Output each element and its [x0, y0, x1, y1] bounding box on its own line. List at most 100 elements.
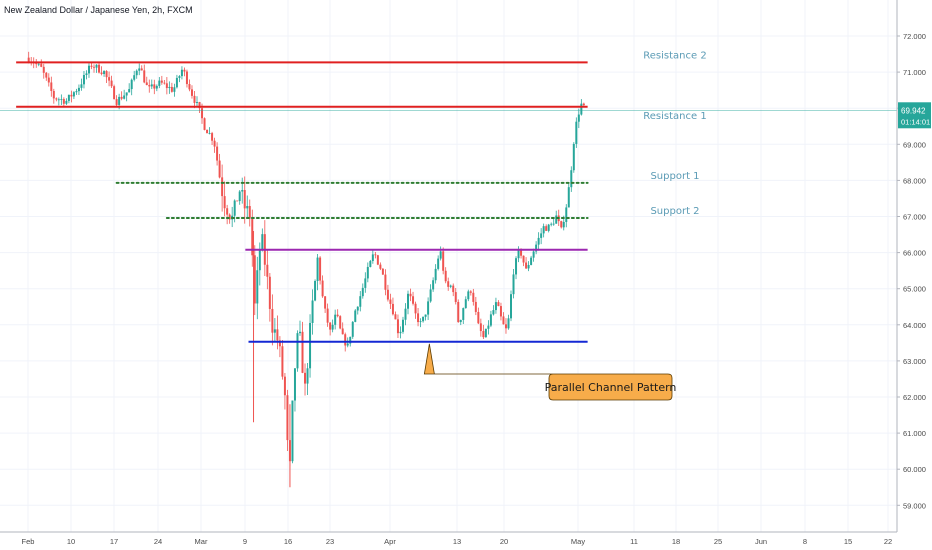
price-tag-bg	[898, 102, 931, 129]
candle-body	[580, 103, 583, 115]
candle-body	[329, 322, 332, 330]
candle-body	[85, 73, 88, 75]
candle-body	[369, 261, 372, 267]
price-axis[interactable]: 59.000 60.000 61.000 62.000 63.000 64.000 65.0…	[896, 0, 932, 550]
candle-body	[484, 328, 487, 338]
candle-body	[530, 257, 533, 265]
candle-body	[487, 325, 490, 329]
candle-body	[356, 306, 359, 311]
candlestick-series	[27, 51, 585, 488]
candle-body	[138, 68, 141, 71]
candle-body	[389, 299, 392, 304]
candle-body	[374, 254, 377, 256]
candle-body	[168, 86, 171, 89]
candle-body	[512, 274, 515, 295]
price-tick-label: 59.000	[903, 501, 926, 510]
level-label: Support 2	[650, 206, 699, 217]
callout-bubble	[423, 343, 673, 401]
candle-body	[80, 84, 83, 88]
candle-body	[429, 289, 432, 302]
candle-body	[301, 331, 304, 373]
candle-body	[296, 333, 299, 369]
candle-body	[326, 308, 329, 323]
candle-body	[42, 66, 45, 73]
candle-body	[37, 63, 40, 65]
candle-body	[434, 268, 437, 281]
price-tick-label: 61.000	[903, 429, 926, 438]
candle-body	[376, 255, 379, 265]
candle-body	[140, 68, 143, 71]
candle-body	[110, 80, 113, 87]
time-tick-label: 22	[884, 537, 892, 546]
price-tag-value: 69.942	[901, 106, 926, 115]
candle-body	[334, 314, 337, 325]
candle-body	[93, 66, 96, 68]
candle-body	[344, 334, 347, 346]
candle-body	[540, 233, 543, 238]
candle-body	[35, 63, 38, 65]
candle-body	[158, 80, 161, 86]
candle-body	[243, 190, 246, 209]
candle-body	[135, 70, 138, 76]
candle-body	[52, 90, 55, 99]
candle-body	[62, 99, 65, 104]
candle-body	[444, 270, 447, 282]
candle-body	[547, 224, 550, 231]
candle-body	[256, 270, 259, 304]
candle-body	[228, 214, 231, 220]
candle-body	[201, 108, 204, 119]
candle-body	[103, 71, 106, 75]
candle-body	[582, 103, 585, 106]
candle-body	[346, 343, 349, 346]
candle-body	[515, 258, 518, 275]
candle-body	[494, 302, 497, 311]
candle-body	[482, 331, 485, 338]
candle-body	[525, 262, 528, 269]
candle-body	[193, 95, 196, 103]
candle-body	[55, 98, 58, 100]
time-axis[interactable]: Feb 10 17 24 Mar 9 16 23 Apr 13 20 May 11 18 25 Jun 8 15 2…	[0, 531, 932, 550]
candle-body	[105, 71, 108, 78]
candle-body	[271, 308, 274, 333]
candle-body	[381, 268, 384, 275]
candle-body	[57, 99, 60, 101]
candle-body	[293, 368, 296, 401]
candle-body	[339, 316, 342, 329]
candle-body	[404, 308, 407, 320]
candle-body	[183, 69, 186, 72]
candle-body	[452, 285, 455, 293]
candle-body	[185, 71, 188, 85]
candle-body	[562, 221, 565, 228]
level-label: Resistance 1	[643, 111, 706, 122]
candle-body	[439, 251, 442, 259]
candle-body	[577, 114, 580, 122]
candle-body	[469, 291, 472, 293]
chart-grid	[0, 0, 897, 532]
price-tick-label: 62.000	[903, 393, 926, 402]
candle-body	[218, 160, 221, 178]
candle-body	[359, 296, 362, 307]
time-tick-label: 13	[453, 537, 461, 546]
candle-body	[527, 264, 530, 269]
time-tick-label: 24	[154, 537, 162, 546]
candle-body	[77, 87, 80, 92]
candle-body	[298, 331, 301, 334]
candle-body	[341, 328, 344, 335]
time-tick-label: 9	[243, 537, 247, 546]
candle-body	[188, 84, 191, 90]
candle-body	[198, 102, 201, 109]
candle-body	[449, 285, 452, 287]
candle-body	[502, 316, 505, 325]
candle-body	[424, 314, 427, 317]
time-axis-bg	[0, 532, 932, 550]
candle-body	[522, 255, 525, 263]
candle-body	[115, 99, 118, 105]
candle-body	[213, 140, 216, 147]
price-tick-label: 71.000	[903, 68, 926, 77]
candle-body	[178, 76, 181, 78]
candle-body	[87, 65, 90, 74]
candle-body	[321, 280, 324, 297]
price-tag-countdown: 01:14:01	[901, 117, 930, 126]
annotation-lines: Resistance 2 Resistance 1 Support 1 Support…	[0, 50, 897, 343]
